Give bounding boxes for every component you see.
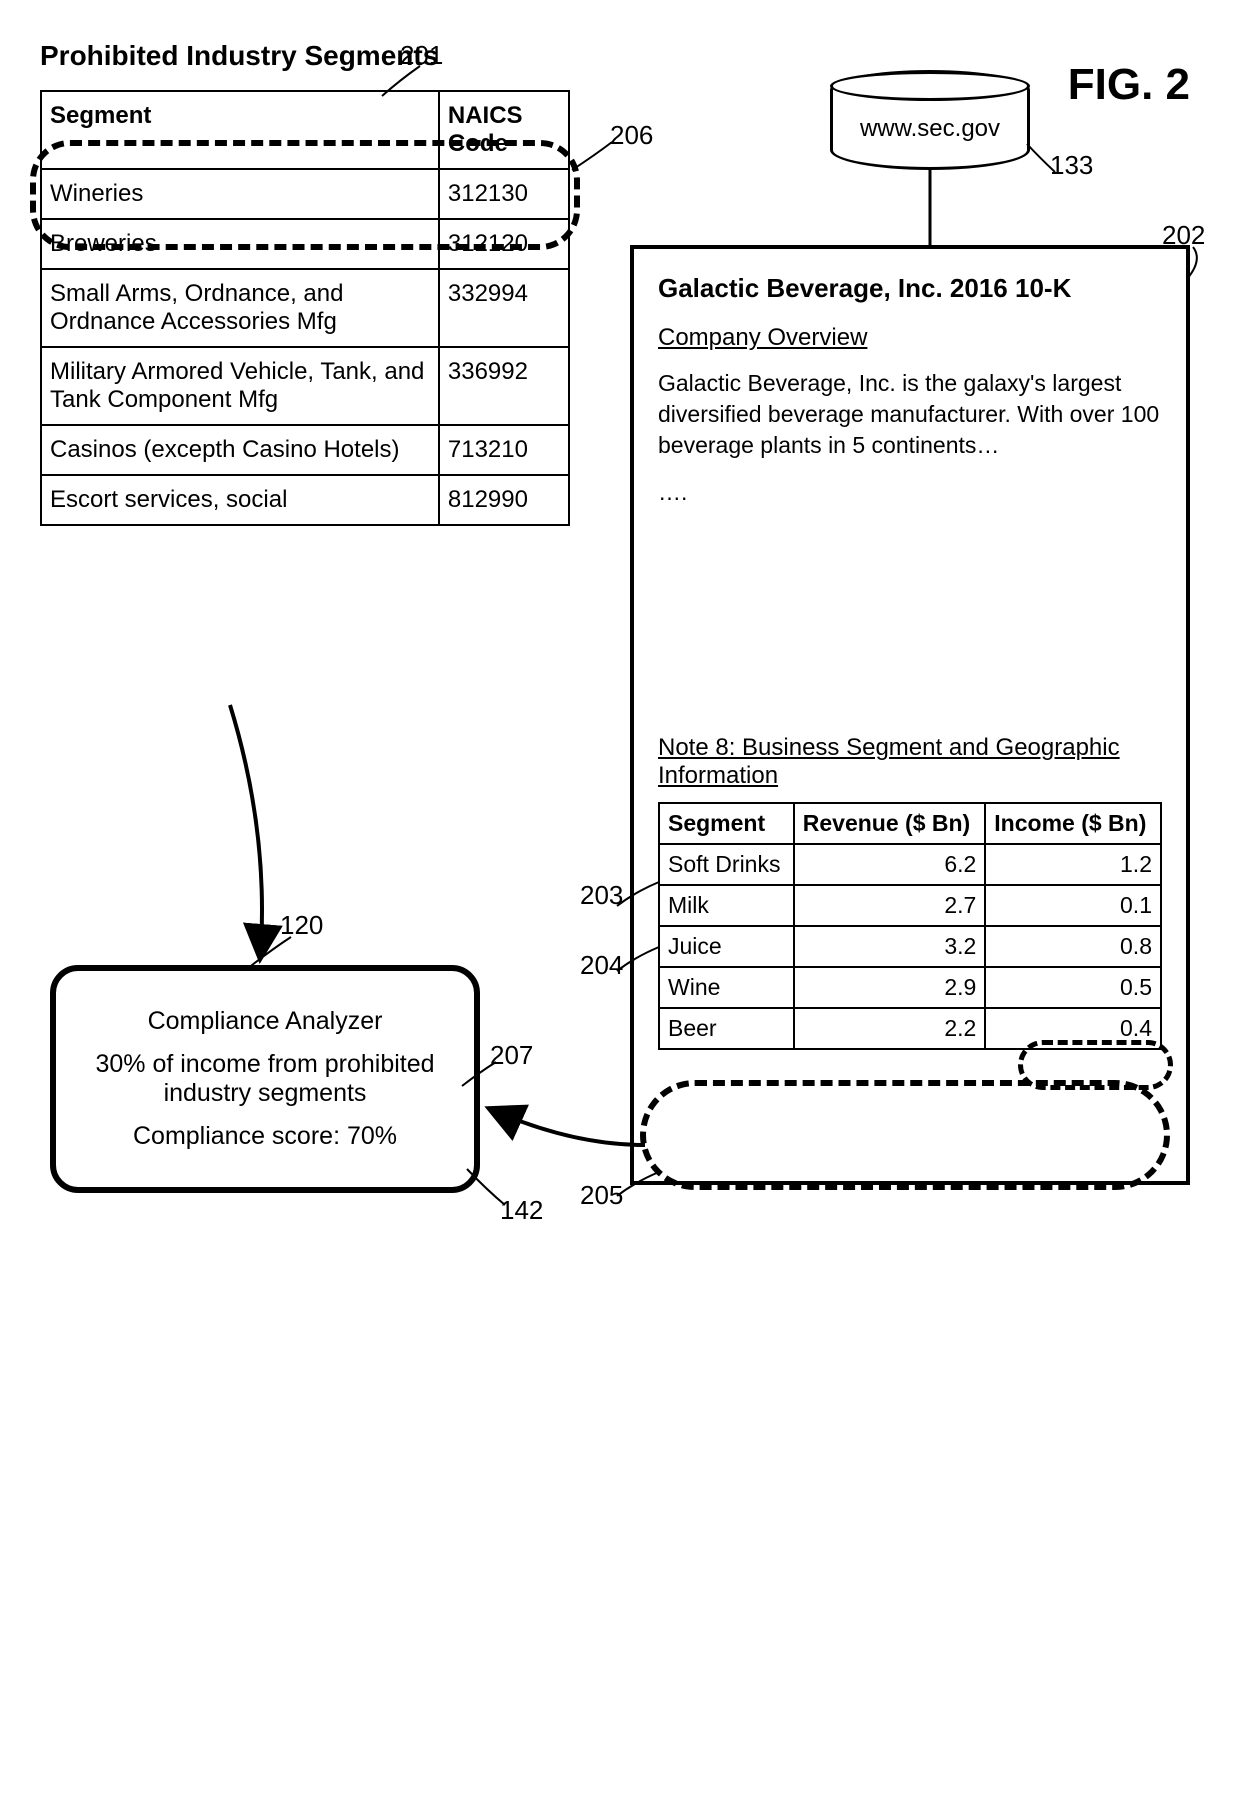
prohibited-table: Segment NAICS Code Wineries312130 Brewer…: [40, 90, 570, 526]
analyzer-line2: Compliance score: 70%: [80, 1122, 450, 1151]
database: www.sec.gov: [830, 70, 1030, 170]
col-segment: Segment: [41, 91, 439, 169]
note-label: Note 8: Business Segment and Geographic …: [658, 734, 1162, 790]
prohibited-title: Prohibited Industry Segments: [40, 40, 438, 72]
analyzer-line1: 30% of income from prohibited industry s…: [80, 1050, 450, 1108]
db-label: www.sec.gov: [833, 115, 1027, 143]
overview-ellipsis: ….: [658, 477, 1162, 508]
compliance-analyzer: Compliance Analyzer 30% of income from p…: [50, 965, 480, 1193]
overview-label: Company Overview: [658, 324, 867, 352]
arrow-segments-to-analyzer: [480, 1090, 650, 1170]
conn-db-doc: [925, 170, 935, 245]
figure-2: FIG. 2 Prohibited Industry Segments Segm…: [40, 40, 1200, 1760]
document-10k: Galactic Beverage, Inc. 2016 10-K Compan…: [630, 245, 1190, 1185]
overview-text: Galactic Beverage, Inc. is the galaxy's …: [658, 368, 1162, 461]
segments-table: Segment Revenue ($ Bn) Income ($ Bn) Sof…: [658, 802, 1162, 1050]
analyzer-title: Compliance Analyzer: [80, 1007, 450, 1036]
arrow-prohibited-to-analyzer: [200, 705, 320, 970]
doc-heading: Galactic Beverage, Inc. 2016 10-K: [658, 273, 1162, 304]
figure-label: FIG. 2: [1068, 60, 1190, 110]
col-naics: NAICS Code: [439, 91, 569, 169]
